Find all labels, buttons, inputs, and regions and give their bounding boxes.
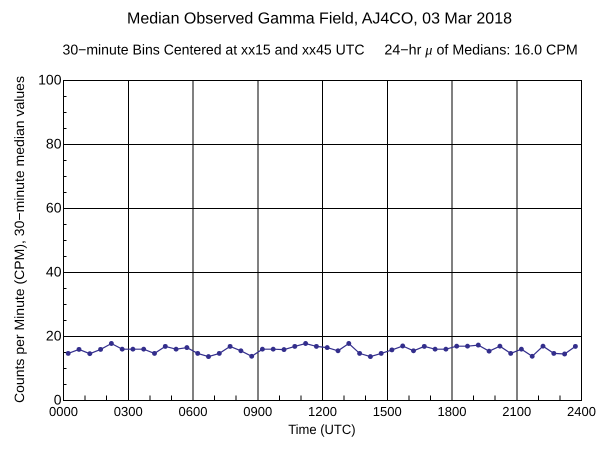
svg-text:24−hr μ of Medians: 16.0 CPM: 24−hr μ of Medians: 16.0 CPM [384,43,577,59]
svg-text:80: 80 [46,136,62,152]
svg-text:0600: 0600 [179,404,208,419]
svg-text:40: 40 [46,264,62,280]
svg-text:30−minute Bins Centered at xx1: 30−minute Bins Centered at xx15 and xx45… [63,43,365,59]
svg-text:Median Observed Gamma Field, A: Median Observed Gamma Field, AJ4CO, 03 M… [127,11,512,28]
svg-text:60: 60 [46,200,62,216]
svg-text:2400: 2400 [567,404,596,419]
svg-text:1500: 1500 [373,404,402,419]
svg-text:1800: 1800 [438,404,467,419]
svg-text:Counts per Minute (CPM), 30−mi: Counts per Minute (CPM), 30−minute media… [12,76,27,403]
svg-text:0300: 0300 [114,404,143,419]
svg-text:100: 100 [38,72,62,88]
svg-text:Time (UTC): Time (UTC) [288,422,355,437]
svg-text:20: 20 [46,328,62,344]
svg-text:0: 0 [54,392,62,408]
svg-text:1200: 1200 [308,404,337,419]
svg-text:0000: 0000 [49,404,78,419]
svg-text:0900: 0900 [243,404,272,419]
svg-text:2100: 2100 [502,404,531,419]
